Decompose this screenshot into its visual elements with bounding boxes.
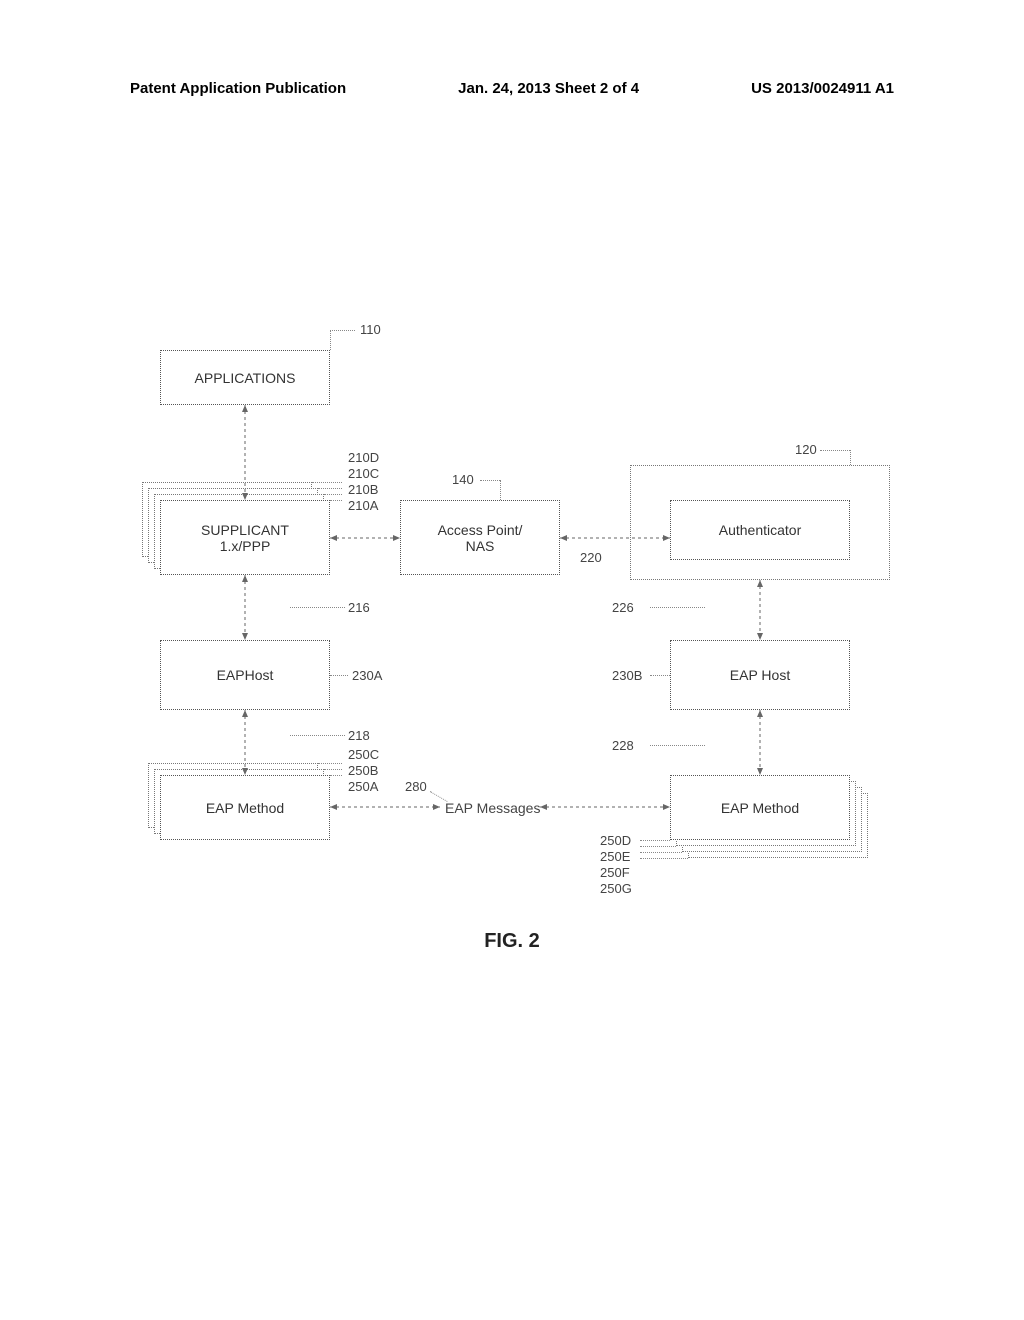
ref-230a: 230A — [352, 668, 382, 683]
leader-218 — [290, 735, 345, 736]
eapmethod-left-label: EAP Method — [206, 800, 284, 816]
ref-250a: 250A — [348, 779, 378, 794]
header-right: US 2013/0024911 A1 — [751, 80, 894, 97]
supplicant-line1: SUPPLICANT — [201, 522, 289, 538]
ref-250e: 250E — [600, 849, 630, 864]
eapmethod-right-label: EAP Method — [721, 800, 799, 816]
ref-250f: 250F — [600, 865, 630, 880]
ref-216: 216 — [348, 600, 370, 615]
leader-120v — [850, 450, 851, 465]
leader-250g — [640, 858, 688, 859]
header-center: Jan. 24, 2013 Sheet 2 of 4 — [458, 80, 639, 97]
leader-216 — [290, 607, 345, 608]
page: Patent Application Publication Jan. 24, … — [0, 0, 1024, 1320]
leader-210c — [318, 488, 342, 489]
eapmethod-right-box: EAP Method — [670, 775, 850, 840]
leader-210d — [312, 482, 342, 483]
ref-280: 280 — [405, 779, 427, 794]
eapmethod-left-box: EAP Method — [160, 775, 330, 840]
leader-110 — [330, 330, 331, 350]
ref-210d: 210D — [348, 450, 379, 465]
leader-250d — [640, 840, 670, 841]
leader-140v — [500, 480, 501, 500]
authenticator-box: Authenticator — [670, 500, 850, 560]
eap-messages-label: EAP Messages — [445, 800, 540, 816]
leader-280 — [430, 791, 448, 802]
leader-230a — [330, 675, 348, 676]
ref-250g: 250G — [600, 881, 632, 896]
leader-210a — [330, 500, 342, 501]
leader-230b — [650, 675, 670, 676]
ap-line1: Access Point/ — [438, 522, 523, 538]
page-header: Patent Application Publication Jan. 24, … — [130, 80, 894, 97]
ref-110: 110 — [360, 322, 381, 337]
ap-line2: NAS — [466, 538, 495, 554]
ref-250d: 250D — [600, 833, 631, 848]
ref-218: 218 — [348, 728, 370, 743]
leader-110-h — [330, 330, 355, 331]
ref-210a: 210A — [348, 498, 378, 513]
ref-140: 140 — [452, 472, 474, 487]
supplicant-box: SUPPLICANT 1.x/PPP — [160, 500, 330, 575]
authenticator-label: Authenticator — [719, 522, 802, 538]
ref-250b: 250B — [348, 763, 378, 778]
leader-250e — [640, 846, 676, 847]
supplicant-line2: 1.x/PPP — [220, 538, 271, 554]
ref-220: 220 — [580, 550, 602, 565]
access-point-box: Access Point/ NAS — [400, 500, 560, 575]
leader-250b — [324, 769, 342, 770]
ref-120: 120 — [795, 442, 817, 457]
eaphost-left-box: EAPHost — [160, 640, 330, 710]
figure-caption: FIG. 2 — [484, 930, 540, 953]
leader-210b — [324, 494, 342, 495]
applications-box: APPLICATIONS — [160, 350, 330, 405]
ref-210c: 210C — [348, 466, 379, 481]
applications-label: APPLICATIONS — [195, 370, 296, 386]
ref-226: 226 — [612, 600, 634, 615]
ref-210b: 210B — [348, 482, 378, 497]
eaphost-left-label: EAPHost — [217, 667, 274, 683]
ref-228: 228 — [612, 738, 634, 753]
ref-230b: 230B — [612, 668, 642, 683]
leader-228 — [650, 745, 705, 746]
ref-250c: 250C — [348, 747, 379, 762]
leader-226 — [650, 607, 705, 608]
leader-120h — [820, 450, 850, 451]
figure-diagram: APPLICATIONS 110 SUPPLICANT 1.x/PPP 210D… — [130, 350, 890, 910]
leader-250c — [318, 763, 342, 764]
leader-250a — [330, 775, 342, 776]
leader-250f — [640, 852, 682, 853]
eaphost-right-box: EAP Host — [670, 640, 850, 710]
header-left: Patent Application Publication — [130, 80, 346, 97]
eaphost-right-label: EAP Host — [730, 667, 790, 683]
leader-140h — [480, 480, 500, 481]
